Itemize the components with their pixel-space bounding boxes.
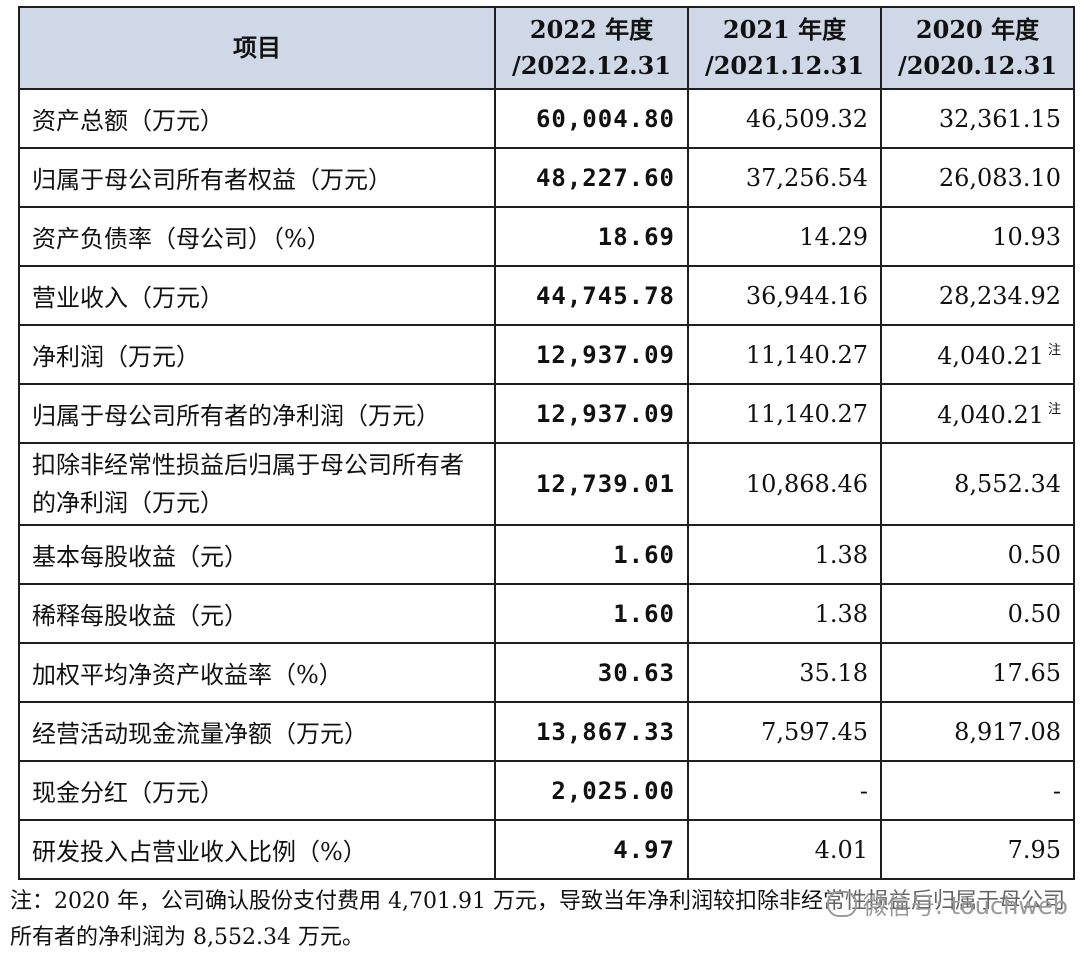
cell-2020: - — [880, 760, 1075, 821]
cell-2021: 11,140.27 — [687, 383, 882, 444]
cell-2020: 32,361.15 — [880, 88, 1075, 149]
cell-2022: 13,867.33 — [494, 701, 689, 762]
table-row: 现金分红（万元） 2,025.00 - - — [18, 760, 1075, 821]
cell-2021: 46,509.32 — [687, 88, 882, 149]
footnote: 注：2020 年，公司确认股份支付费用 4,701.91 万元，导致当年净利润较… — [10, 889, 1065, 950]
table-row: 营业收入（万元） 44,745.78 36,944.16 28,234.92 — [18, 265, 1075, 326]
row-item-label: 营业收入（万元） — [18, 265, 496, 326]
table-row: 研发投入占营业收入比例（%） 4.97 4.01 7.95 — [18, 819, 1075, 880]
cell-2020: 8,552.34 — [880, 442, 1075, 526]
table-row: 资产总额（万元） 60,004.80 46,509.32 32,361.15 — [18, 88, 1075, 149]
cell-2020: 26,083.10 — [880, 147, 1075, 208]
cell-2022: 60,004.80 — [494, 88, 689, 149]
cell-2021: 7,597.45 — [687, 701, 882, 762]
cell-2022: 4.97 — [494, 819, 689, 880]
row-item-label: 归属于母公司所有者权益（万元） — [18, 147, 496, 208]
watermark: 微信号: touchweb — [826, 886, 1068, 921]
cell-2021: - — [687, 760, 882, 821]
table-row: 稀释每股收益（元） 1.60 1.38 0.50 — [18, 583, 1075, 644]
table-header-row: 项目 2022 年度/2022.12.31 2021 年度/2021.12.31… — [18, 6, 1075, 90]
cell-2020: 4,040.21 注 — [880, 324, 1075, 385]
row-item-label: 稀释每股收益（元） — [18, 583, 496, 644]
cell-2021: 10,868.46 — [687, 442, 882, 526]
footnote-marker: 注 — [1047, 343, 1061, 358]
table-row: 资产负债率（母公司）（%） 18.69 14.29 10.93 — [18, 206, 1075, 267]
cell-2022: 48,227.60 — [494, 147, 689, 208]
wechat-icon — [826, 890, 857, 917]
cell-2021: 14.29 — [687, 206, 882, 267]
cell-2020: 28,234.92 — [880, 265, 1075, 326]
cell-2022: 18.69 — [494, 206, 689, 267]
cell-2020: 17.65 — [880, 642, 1075, 703]
footnote-marker: 注 — [1047, 402, 1061, 417]
cell-2020: 7.95 — [880, 819, 1075, 880]
cell-2021: 35.18 — [687, 642, 882, 703]
cell-2021: 36,944.16 — [687, 265, 882, 326]
cell-2022: 12,937.09 — [494, 383, 689, 444]
financial-summary-table: 项目 2022 年度/2022.12.31 2021 年度/2021.12.31… — [18, 6, 1075, 880]
header-item: 项目 — [18, 6, 496, 90]
cell-2020: 4,040.21 注 — [880, 383, 1075, 444]
cell-2022: 1.60 — [494, 524, 689, 585]
row-item-label: 资产负债率（母公司）（%） — [18, 206, 496, 267]
cell-2022: 44,745.78 — [494, 265, 689, 326]
cell-2020: 0.50 — [880, 583, 1075, 644]
cell-2022: 30.63 — [494, 642, 689, 703]
table-row: 扣除非经常性损益后归属于母公司所有者的净利润（万元） 12,739.01 10,… — [18, 442, 1075, 526]
header-2021: 2021 年度/2021.12.31 — [687, 6, 882, 90]
cell-2022: 12,937.09 — [494, 324, 689, 385]
cell-2020: 0.50 — [880, 524, 1075, 585]
cell-2021: 1.38 — [687, 583, 882, 644]
header-2022: 2022 年度/2022.12.31 — [494, 6, 689, 90]
cell-2020: 8,917.08 — [880, 701, 1075, 762]
cell-2020: 10.93 — [880, 206, 1075, 267]
table-row: 加权平均净资产收益率（%） 30.63 35.18 17.65 — [18, 642, 1075, 703]
cell-2022: 12,739.01 — [494, 442, 689, 526]
cell-2021: 37,256.54 — [687, 147, 882, 208]
row-item-label: 经营活动现金流量净额（万元） — [18, 701, 496, 762]
row-item-label: 归属于母公司所有者的净利润（万元） — [18, 383, 496, 444]
row-item-label: 加权平均净资产收益率（%） — [18, 642, 496, 703]
table-row: 归属于母公司所有者权益（万元） 48,227.60 37,256.54 26,0… — [18, 147, 1075, 208]
table-row: 经营活动现金流量净额（万元） 13,867.33 7,597.45 8,917.… — [18, 701, 1075, 762]
row-item-label: 净利润（万元） — [18, 324, 496, 385]
row-item-label: 资产总额（万元） — [18, 88, 496, 149]
table-row: 基本每股收益（元） 1.60 1.38 0.50 — [18, 524, 1075, 585]
row-item-label: 研发投入占营业收入比例（%） — [18, 819, 496, 880]
table-row: 净利润（万元） 12,937.09 11,140.27 4,040.21 注 — [18, 324, 1075, 385]
watermark-text: 微信号: touchweb — [862, 892, 1068, 920]
cell-2021: 4.01 — [687, 819, 882, 880]
row-item-label: 扣除非经常性损益后归属于母公司所有者的净利润（万元） — [18, 442, 496, 526]
row-item-label: 现金分红（万元） — [18, 760, 496, 821]
row-item-label: 基本每股收益（元） — [18, 524, 496, 585]
table-row: 归属于母公司所有者的净利润（万元） 12,937.09 11,140.27 4,… — [18, 383, 1075, 444]
cell-2022: 1.60 — [494, 583, 689, 644]
header-2020: 2020 年度/2020.12.31 — [880, 6, 1075, 90]
cell-2021: 1.38 — [687, 524, 882, 585]
cell-2022: 2,025.00 — [494, 760, 689, 821]
cell-2021: 11,140.27 — [687, 324, 882, 385]
